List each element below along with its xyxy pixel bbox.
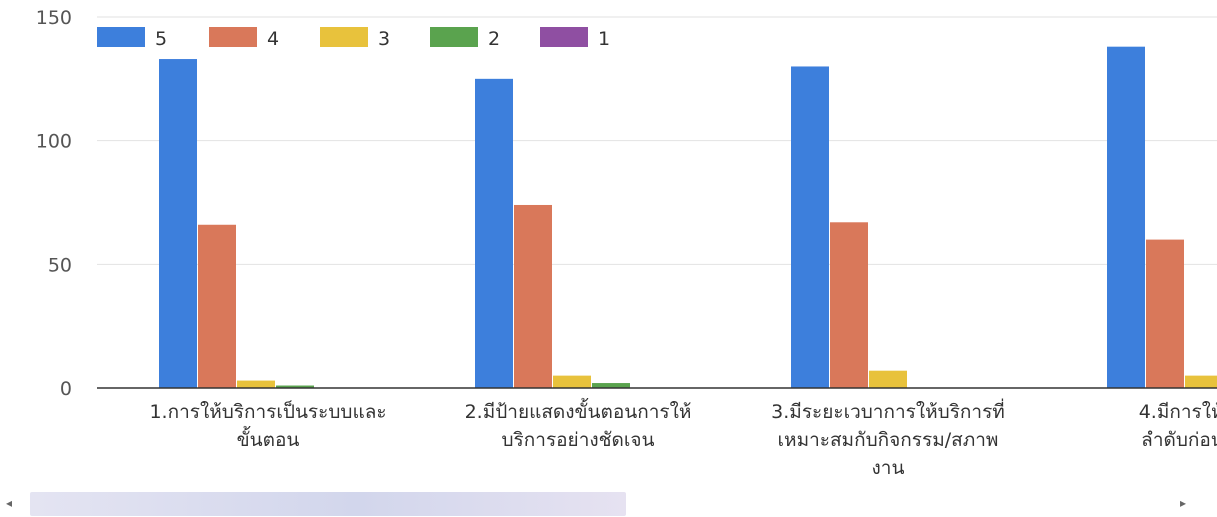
y-tick-label: 0	[60, 378, 72, 400]
bar	[198, 224, 236, 388]
x-tick-label: 4.มีการให้บริก	[1139, 401, 1217, 423]
chart-svg: 0 50 100 150 1.การให้บริการเป็นระบบและขั้นตอ…	[36, 7, 1217, 479]
bar	[475, 78, 513, 388]
x-tick-label: 1.การให้บริการเป็นระบบและ	[149, 399, 386, 423]
scroll-right-arrow-icon[interactable]: ▸	[1180, 496, 1187, 510]
bar	[514, 204, 552, 388]
y-tick-label: 150	[36, 7, 72, 29]
bar	[1185, 375, 1217, 388]
bar	[592, 383, 630, 388]
x-tick-label: ลำดับก่อน-หลั	[1141, 429, 1217, 451]
legend-swatch	[97, 27, 145, 47]
legend-swatch	[209, 27, 257, 47]
legend-swatch	[540, 27, 588, 47]
bar	[1107, 46, 1145, 389]
legend-label: 1	[598, 28, 610, 50]
legend-swatch	[430, 27, 478, 47]
legend-label: 4	[267, 28, 279, 50]
bar	[791, 66, 829, 388]
y-tick-label: 50	[48, 254, 72, 276]
x-tick-label: งาน	[872, 457, 905, 479]
legend-label: 3	[378, 28, 390, 50]
scroll-left-arrow-icon[interactable]: ◂	[6, 496, 13, 510]
bar	[276, 385, 314, 388]
bar	[553, 375, 591, 388]
legend-label: 5	[155, 28, 167, 50]
x-tick-label: 2.มีป้ายแสดงขั้นตอนการให้	[465, 398, 692, 423]
legend-label: 2	[488, 28, 500, 50]
x-tick-label: เหมาะสมกับกิจกรรม/สภาพ	[778, 429, 999, 451]
x-tick-label: 3.มีระยะเวบาการให้บริการที่	[771, 398, 1005, 423]
bar	[830, 222, 868, 388]
scrollbar-thumb[interactable]	[30, 492, 626, 516]
bar	[869, 370, 907, 388]
bar	[1146, 239, 1184, 388]
x-tick-label: ขั้นตอน	[237, 426, 300, 451]
bar	[237, 380, 275, 388]
legend-swatch	[320, 27, 368, 47]
bar	[159, 59, 197, 389]
x-tick-label: บริการอย่างชัดเจน	[502, 429, 655, 451]
y-tick-label: 100	[36, 131, 72, 153]
